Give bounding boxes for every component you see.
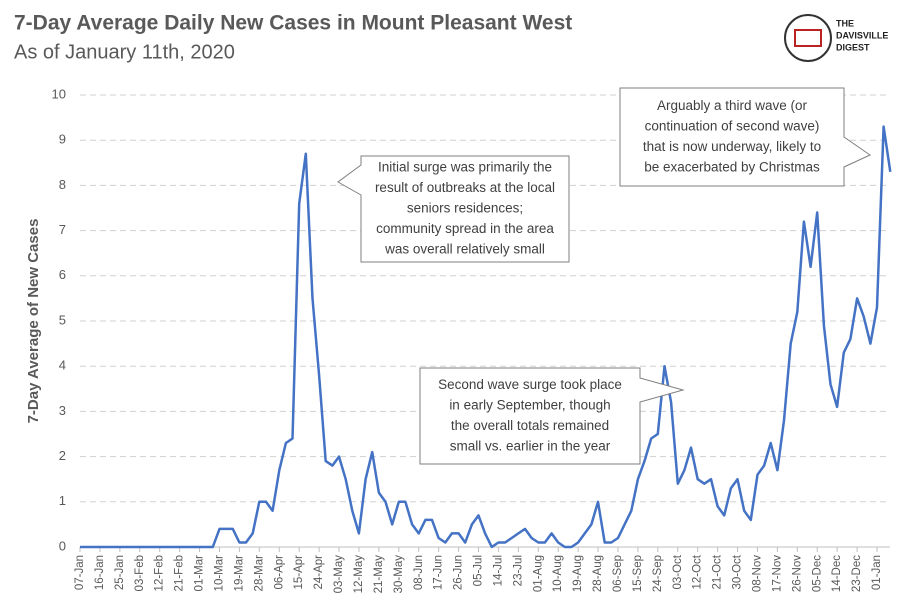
y-tick-label: 7 (59, 222, 66, 237)
x-tick-label: 05-Dec (811, 555, 823, 592)
x-tick-label: 16-Jan (94, 555, 106, 590)
y-tick-label: 4 (59, 358, 66, 373)
callout: Second wave surge took place in early Sep… (419, 367, 685, 465)
callout-text: that is now underway, likely to (643, 139, 821, 154)
y-axis-label: 7-Day Average of New Cases (25, 219, 42, 424)
logo (784, 14, 832, 62)
callout-text: community spread in the area (376, 221, 554, 236)
x-tick-label: 06-Apr (273, 555, 285, 590)
x-tick-label: 28-Aug (592, 555, 604, 592)
callout-text: was overall relatively small (384, 242, 545, 257)
callout-text: result of outbreaks at the local (375, 180, 555, 195)
x-tick-label: 26-Jun (453, 555, 465, 590)
x-tick-label: 03-May (333, 555, 345, 594)
x-tick-label: 12-Oct (692, 554, 704, 589)
logo-icon (794, 29, 822, 47)
x-tick-label: 19-Mar (233, 555, 245, 592)
logo-text: DAVISVILLE (836, 30, 888, 40)
callout-box (419, 367, 685, 465)
x-tick-label: 21-May (373, 555, 385, 594)
logo-ring (784, 14, 832, 62)
x-tick-label: 08-Jun (413, 555, 425, 590)
x-tick-label: 14-Jul (492, 555, 504, 586)
y-tick-label: 9 (59, 132, 66, 147)
y-tick-label: 8 (59, 177, 66, 192)
callout-text: continuation of second wave) (645, 118, 820, 133)
logo-text: DIGEST (836, 42, 870, 52)
y-tick-label: 2 (59, 448, 66, 463)
x-tick-label: 06-Sep (612, 555, 624, 592)
callout: Initial surge was primarily the result of… (337, 155, 570, 263)
callout-text: Second wave surge took place (438, 377, 622, 392)
x-tick-label: 05-Jul (473, 555, 485, 586)
x-tick-label: 01-Jan (871, 555, 883, 590)
y-tick-label: 10 (52, 86, 66, 101)
data-line (80, 125, 892, 549)
x-tick-label: 30-May (393, 555, 405, 594)
callout-box (619, 87, 872, 187)
x-tick-label: 08-Nov (751, 555, 763, 592)
x-tick-label: 24-Sep (652, 555, 664, 592)
x-tick-label: 01-Aug (532, 555, 544, 592)
chart-subtitle: As of January 11th, 2020 (14, 41, 235, 63)
x-tick-label: 01-Mar (194, 555, 206, 592)
y-tick-label: 1 (59, 493, 66, 508)
callout-text: seniors residences; (407, 201, 523, 216)
x-tick-label: 10-Aug (552, 555, 564, 592)
x-tick-label: 26-Nov (791, 555, 803, 592)
callout-text: the overall totals remained (451, 418, 609, 433)
x-tick-label: 30-Oct (732, 554, 744, 589)
x-tick-label: 14-Dec (831, 555, 843, 592)
y-tick-label: 5 (59, 312, 66, 327)
logo-text: THE (836, 18, 854, 28)
callout-text: in early September, though (449, 397, 610, 412)
x-tick-label: 25-Jan (114, 555, 126, 590)
x-tick-label: 28-Mar (253, 555, 265, 592)
y-tick-label: 0 (59, 538, 66, 553)
y-tick-label: 3 (59, 403, 66, 418)
x-tick-label: 24-Apr (313, 555, 325, 590)
y-tick-label: 6 (59, 267, 66, 282)
callout: Arguably a third wave (or continuation of… (619, 87, 872, 187)
callout-text: Arguably a third wave (or (657, 98, 808, 113)
chart-title: 7-Day Average Daily New Cases in Mount P… (14, 12, 572, 35)
x-tick-label: 17-Jun (433, 555, 445, 590)
x-tick-label: 23-Dec (851, 555, 863, 592)
x-tick-label: 12-May (353, 555, 365, 594)
x-tick-label: 21-Feb (174, 555, 186, 591)
x-tick-label: 21-Oct (712, 554, 724, 589)
x-tick-label: 10-Mar (214, 555, 226, 592)
x-tick-label: 12-Feb (154, 555, 166, 591)
callout-box (337, 155, 570, 263)
x-tick-label: 17-Nov (771, 555, 783, 592)
x-tick-label: 15-Apr (293, 555, 305, 590)
x-tick-label: 07-Jan (74, 555, 86, 590)
x-tick-label: 15-Sep (632, 555, 644, 592)
callout-text: small vs. earlier in the year (450, 438, 611, 453)
x-tick-label: 03-Feb (134, 555, 146, 591)
x-tick-label: 19-Aug (572, 555, 584, 592)
x-tick-label: 23-Jul (512, 555, 524, 586)
callout-text: be exacerbated by Christmas (644, 159, 820, 174)
x-tick-label: 03-Oct (672, 554, 684, 589)
callout-text: Initial surge was primarily the (378, 160, 552, 175)
